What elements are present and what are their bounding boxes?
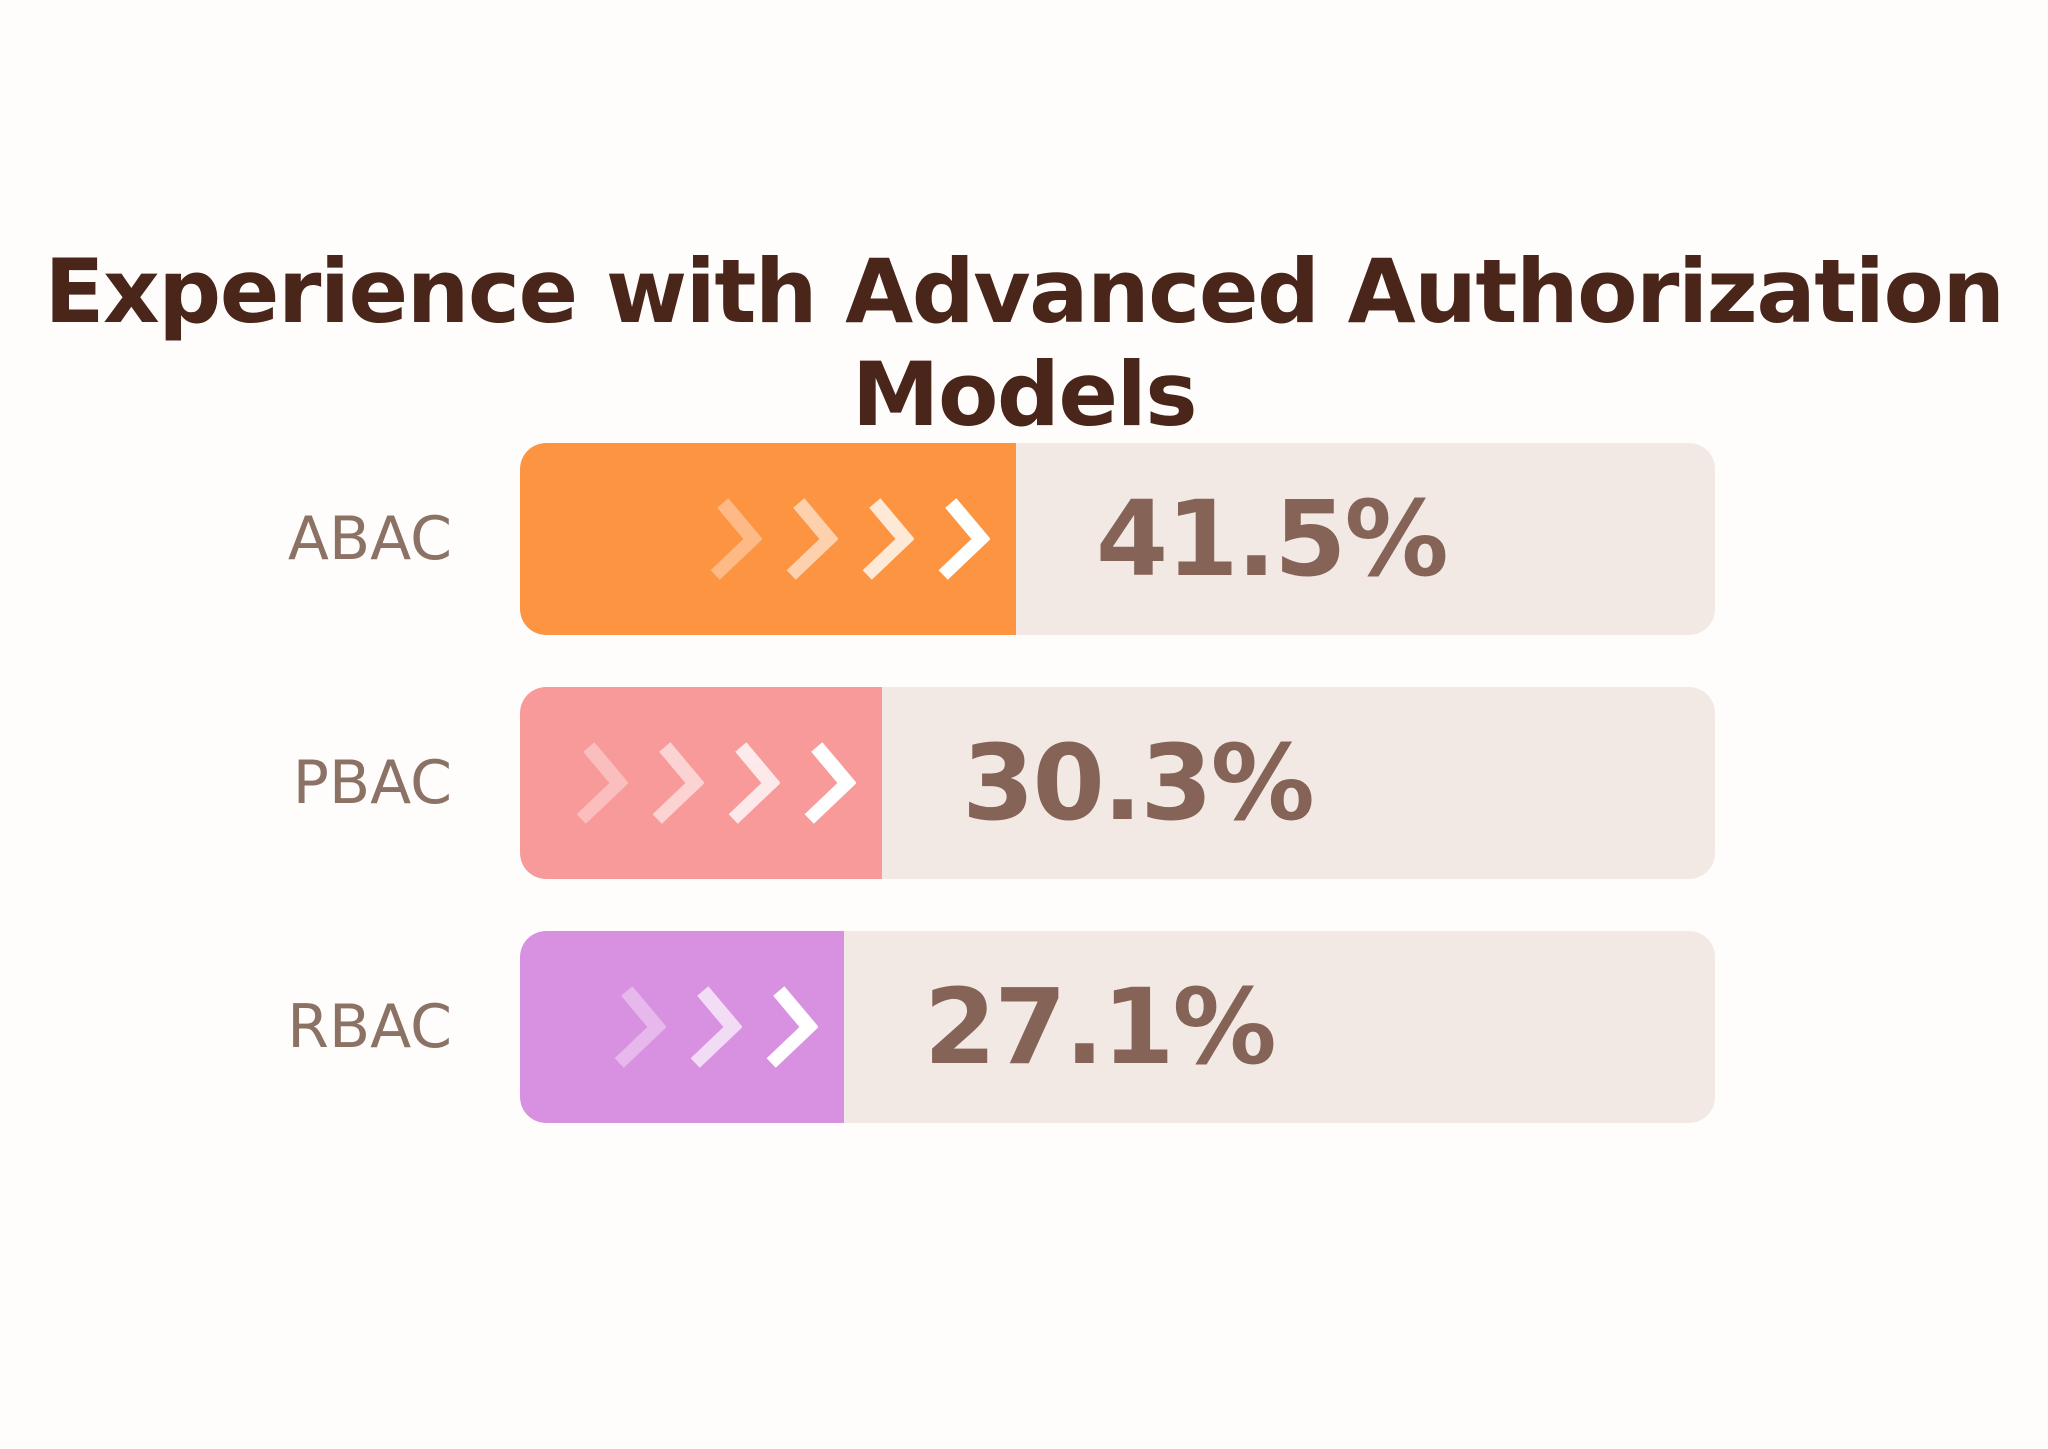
category-label-rbac: RBAC <box>287 992 452 1062</box>
bar-row-pbac: PBAC 30.3% <box>293 687 1715 879</box>
chevron-right-icon <box>690 986 743 1068</box>
chevron-right-icon <box>786 498 839 580</box>
value-label-pbac: 30.3% <box>962 722 1315 844</box>
chart-title: Experience with Advanced Authorization M… <box>44 240 2005 446</box>
bar-track: 41.5% <box>520 443 1715 635</box>
chevron-group <box>706 497 995 581</box>
bar-track: 27.1% <box>520 931 1715 1123</box>
chevron-right-icon <box>804 742 857 824</box>
chevron-right-icon <box>862 498 915 580</box>
bar-row-abac: ABAC 41.5% <box>288 443 1715 635</box>
chevron-right-icon <box>710 498 763 580</box>
chevron-right-icon <box>652 742 705 824</box>
category-label-pbac: PBAC <box>292 748 452 818</box>
chevron-right-icon <box>728 742 781 824</box>
bar-row-rbac: RBAC 27.1% <box>287 931 1715 1123</box>
value-label-abac: 41.5% <box>1095 478 1449 600</box>
chevron-right-icon <box>766 986 819 1068</box>
chevron-group <box>572 741 861 825</box>
chevron-right-icon <box>938 498 991 580</box>
chevron-right-icon <box>614 986 667 1068</box>
bar-fill-rbac <box>520 931 844 1123</box>
chevron-right-icon <box>576 742 629 824</box>
bar-chart: ABAC 41.5% PBAC 30.3% RBAC <box>287 443 1715 1123</box>
value-label-rbac: 27.1% <box>923 966 1277 1088</box>
bar-track: 30.3% <box>520 687 1715 879</box>
category-label-abac: ABAC <box>287 504 452 574</box>
chevron-group <box>609 985 822 1069</box>
bar-fill-pbac <box>520 687 883 879</box>
bar-fill-abac <box>520 443 1016 635</box>
